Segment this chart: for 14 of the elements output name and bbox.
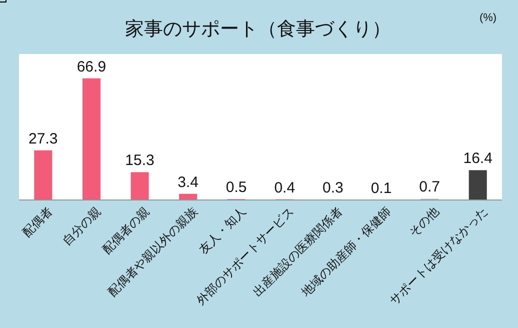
data-label: 3.4 [178,174,198,191]
data-label: 0.5 [226,179,247,196]
data-label: 66.9 [76,58,106,76]
data-label: 0.7 [419,178,440,196]
y-axis-title: (%) [479,12,497,24]
data-label: 0.4 [274,179,296,196]
data-label: 0.3 [322,179,344,196]
data-label: 27.3 [28,130,58,148]
x-tick-label: その他 [406,204,442,240]
x-tick-label: 配偶者 [20,204,56,240]
chart-title: 家事のサポート（食事づくり） [125,18,391,40]
data-label: 0.1 [370,180,392,197]
data-label: 15.3 [125,152,154,170]
data-label: 16.4 [463,150,492,168]
